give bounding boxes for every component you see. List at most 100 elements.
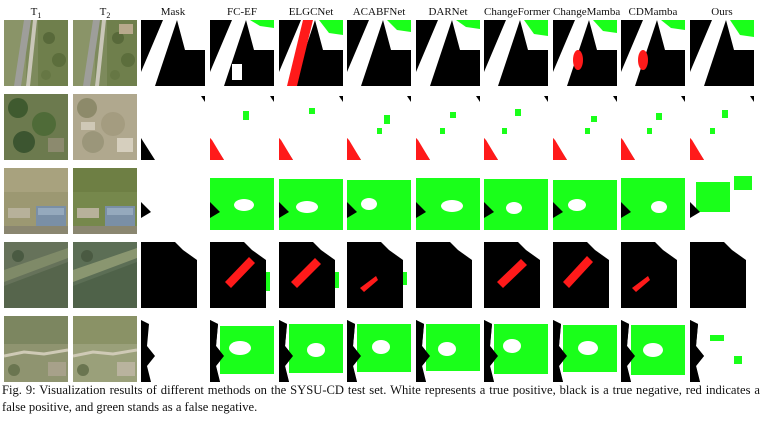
change-map-prediction-r2-c10 [690, 168, 754, 234]
change-map-image [416, 20, 480, 86]
change-map-image [621, 94, 685, 160]
change-map-image [210, 168, 274, 234]
aerial-photo-trees-construction-r1-c0 [4, 94, 68, 160]
aerial-photo-grassland-r3-c0 [4, 242, 68, 308]
change-map-prediction-r1-c6 [416, 94, 480, 160]
change-map-prediction-r3-c8 [553, 242, 617, 308]
change-map-prediction-r1-c8 [553, 94, 617, 160]
change-map-image [347, 20, 411, 86]
column-header-6: DARNet [428, 6, 468, 18]
change-map-image [279, 168, 343, 234]
change-map-image [347, 168, 411, 234]
change-map-prediction-r3-c3 [210, 242, 274, 308]
change-map-image [210, 20, 274, 86]
change-map-image [690, 316, 754, 382]
change-map-prediction-r3-c10 [690, 242, 754, 308]
ground-truth-mask-r1-c2 [141, 94, 205, 160]
aerial-image [4, 20, 68, 86]
change-map-image [279, 20, 343, 86]
change-map-image [416, 94, 480, 160]
change-map-prediction-r3-c5 [347, 242, 411, 308]
change-map-image [553, 316, 617, 382]
aerial-image [73, 242, 137, 308]
change-map-image [210, 316, 274, 382]
column-header-10: Ours [711, 6, 733, 18]
aerial-photo-field-buildings-r2-c1 [73, 168, 137, 234]
column-header-4: ELGCNet [288, 6, 334, 18]
change-map-image [484, 168, 548, 234]
change-map-prediction-r3-c6 [416, 242, 480, 308]
change-map-image [416, 242, 480, 308]
change-map-prediction-r1-c5 [347, 94, 411, 160]
change-map-prediction-r1-c10 [690, 94, 754, 160]
ground-truth-mask-r3-c2 [141, 242, 205, 308]
change-map-prediction-r4-c8 [553, 316, 617, 382]
change-map-prediction-r4-c6 [416, 316, 480, 382]
change-map-image [141, 242, 205, 308]
change-map-prediction-r3-c9 [621, 242, 685, 308]
aerial-photo-field-road-r4-c0 [4, 316, 68, 382]
change-map-image [141, 94, 205, 160]
change-map-image [484, 20, 548, 86]
change-map-image [210, 94, 274, 160]
change-map-image [347, 242, 411, 308]
change-map-image [553, 94, 617, 160]
aerial-image [4, 242, 68, 308]
change-map-prediction-r2-c4 [279, 168, 343, 234]
aerial-image [73, 316, 137, 382]
change-map-prediction-r2-c6 [416, 168, 480, 234]
change-map-prediction-r0-c9 [621, 20, 685, 86]
aerial-image [73, 168, 137, 234]
change-map-image [621, 168, 685, 234]
change-map-image [416, 168, 480, 234]
change-map-image [210, 242, 274, 308]
change-map-image [279, 316, 343, 382]
ground-truth-mask-r2-c2 [141, 168, 205, 234]
change-map-image [690, 242, 754, 308]
change-map-prediction-r0-c6 [416, 20, 480, 86]
change-map-image [690, 168, 754, 234]
change-map-image [553, 242, 617, 308]
change-map-prediction-r4-c5 [347, 316, 411, 382]
column-header-8: ChangeMamba [553, 6, 621, 18]
aerial-photo-road-vegetation-r0-c1 [73, 20, 137, 86]
aerial-image [73, 20, 137, 86]
change-map-prediction-r0-c5 [347, 20, 411, 86]
change-map-prediction-r2-c3 [210, 168, 274, 234]
ground-truth-mask-r0-c2 [141, 20, 205, 86]
change-map-prediction-r0-c4 [279, 20, 343, 86]
column-header-0: T1 [30, 6, 42, 21]
change-map-prediction-r1-c3 [210, 94, 274, 160]
change-map-image [484, 94, 548, 160]
change-map-prediction-r0-c10 [690, 20, 754, 86]
aerial-photo-field-buildings-r2-c0 [4, 168, 68, 234]
change-map-prediction-r2-c9 [621, 168, 685, 234]
column-header-5: ACABFNet [352, 6, 406, 18]
aerial-photo-field-road-r4-c1 [73, 316, 137, 382]
change-map-image [553, 168, 617, 234]
change-map-prediction-r3-c4 [279, 242, 343, 308]
change-map-image [484, 316, 548, 382]
change-map-image [141, 316, 205, 382]
change-map-prediction-r4-c3 [210, 316, 274, 382]
change-map-image [621, 20, 685, 86]
change-map-prediction-r4-c4 [279, 316, 343, 382]
change-map-image [553, 20, 617, 86]
change-map-prediction-r1-c9 [621, 94, 685, 160]
change-map-prediction-r0-c3 [210, 20, 274, 86]
aerial-photo-construction-site-r1-c1 [73, 94, 137, 160]
change-map-prediction-r1-c4 [279, 94, 343, 160]
change-map-prediction-r1-c7 [484, 94, 548, 160]
change-map-image [621, 316, 685, 382]
change-map-prediction-r4-c9 [621, 316, 685, 382]
column-header-3: FC-EF [227, 6, 257, 18]
aerial-image [4, 316, 68, 382]
change-map-prediction-r4-c10 [690, 316, 754, 382]
change-map-image [484, 242, 548, 308]
column-header-1: T2 [99, 6, 111, 21]
ground-truth-mask-r4-c2 [141, 316, 205, 382]
column-header-9: CDMamba [628, 6, 678, 18]
figure-caption: Fig. 9: Visualization results of differe… [2, 383, 760, 414]
column-header-7: ChangeFormer [484, 6, 550, 18]
